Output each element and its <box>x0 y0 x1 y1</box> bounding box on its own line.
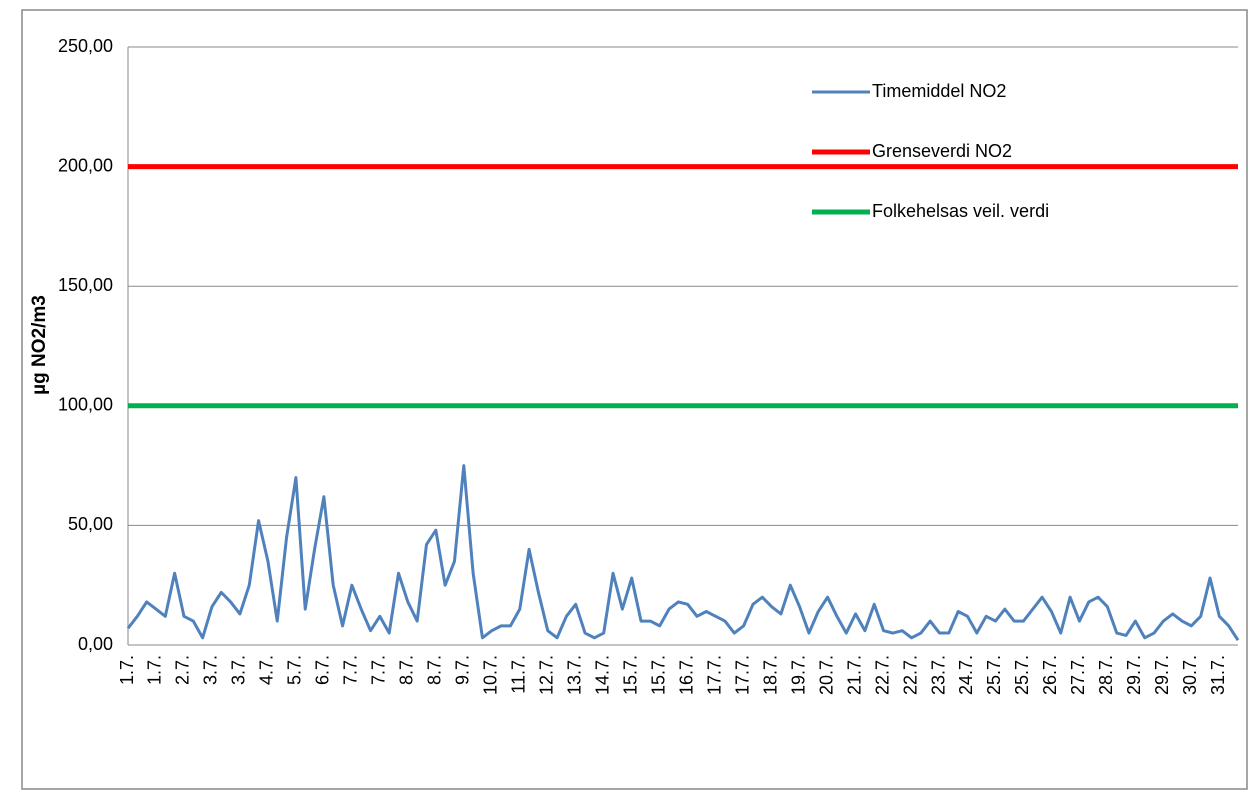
x-tick-label: 27.7. <box>1068 655 1088 695</box>
x-tick-label: 31.7. <box>1208 655 1228 695</box>
series-line <box>126 464 1240 642</box>
legend-label: Timemiddel NO2 <box>872 81 1006 101</box>
x-tick-label: 16.7. <box>676 655 696 695</box>
x-tick-label: 15.7. <box>648 655 668 695</box>
x-tick-label: 3.7. <box>229 655 249 685</box>
x-tick-label: 29.7. <box>1124 655 1144 695</box>
y-tick-label: 100,00 <box>58 395 113 415</box>
x-tick-label: 22.7. <box>872 655 892 695</box>
y-tick-label: 50,00 <box>68 514 113 534</box>
x-tick-label: 19.7. <box>788 655 808 695</box>
y-tick-label: 200,00 <box>58 155 113 175</box>
legend-label: Folkehelsas veil. verdi <box>872 201 1049 221</box>
x-tick-label: 11.7. <box>509 655 529 694</box>
x-tick-label: 23.7. <box>928 655 948 695</box>
x-tick-label: 25.7. <box>984 655 1004 695</box>
x-tick-label: 17.7. <box>732 655 752 695</box>
x-tick-label: 26.7. <box>1040 655 1060 695</box>
legend-label: Grenseverdi NO2 <box>872 141 1012 161</box>
x-tick-label: 1.7. <box>145 655 165 685</box>
x-tick-label: 14.7. <box>592 655 612 695</box>
y-tick-label: 250,00 <box>58 36 113 56</box>
x-tick-label: 13.7. <box>564 655 584 695</box>
x-tick-label: 30.7. <box>1180 655 1200 695</box>
x-tick-label: 1.7. <box>117 655 137 685</box>
x-tick-label: 7.7. <box>341 655 361 685</box>
x-tick-label: 20.7. <box>816 655 836 695</box>
x-tick-label: 3.7. <box>201 655 221 685</box>
x-tick-label: 9.7. <box>453 655 473 685</box>
x-tick-label: 21.7. <box>844 655 864 695</box>
x-tick-label: 4.7. <box>257 655 277 685</box>
chart-border <box>21 9 1248 790</box>
x-tick-label: 12.7. <box>536 655 556 695</box>
x-tick-label: 10.7. <box>481 655 501 695</box>
x-tick-label: 22.7. <box>900 655 920 695</box>
x-tick-label: 6.7. <box>313 655 333 685</box>
x-tick-label: 25.7. <box>1012 655 1032 695</box>
y-tick-label: 150,00 <box>58 275 113 295</box>
x-tick-label: 5.7. <box>285 655 305 685</box>
x-tick-label: 28.7. <box>1096 655 1116 695</box>
y-tick-label: 0,00 <box>78 634 113 654</box>
x-tick-label: 29.7. <box>1152 655 1172 695</box>
x-tick-label: 8.7. <box>425 655 445 685</box>
x-tick-label: 8.7. <box>397 655 417 685</box>
x-tick-label: 17.7. <box>704 655 724 695</box>
x-tick-label: 7.7. <box>369 655 389 685</box>
y-axis-label: µg NO2/m3 <box>29 295 50 395</box>
x-tick-label: 2.7. <box>173 655 193 685</box>
x-tick-label: 24.7. <box>956 655 976 695</box>
x-tick-label: 18.7. <box>760 655 780 695</box>
x-tick-label: 15.7. <box>620 655 640 695</box>
